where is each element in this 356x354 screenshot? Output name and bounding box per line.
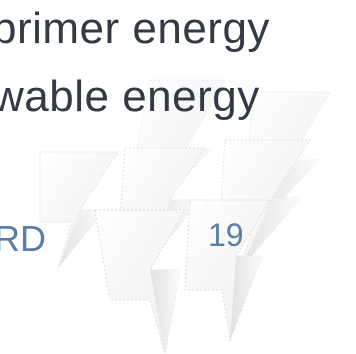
chevron-shape-front-right — [184, 199, 271, 342]
heading-line-1: primer energy — [0, 4, 270, 53]
label-right: 19 — [208, 217, 244, 253]
chevron-shape-front-center — [94, 209, 186, 354]
heading-line-2: wable energy — [0, 72, 260, 121]
chevron-shape-mid-left — [39, 151, 119, 269]
label-left: RD — [0, 218, 46, 259]
